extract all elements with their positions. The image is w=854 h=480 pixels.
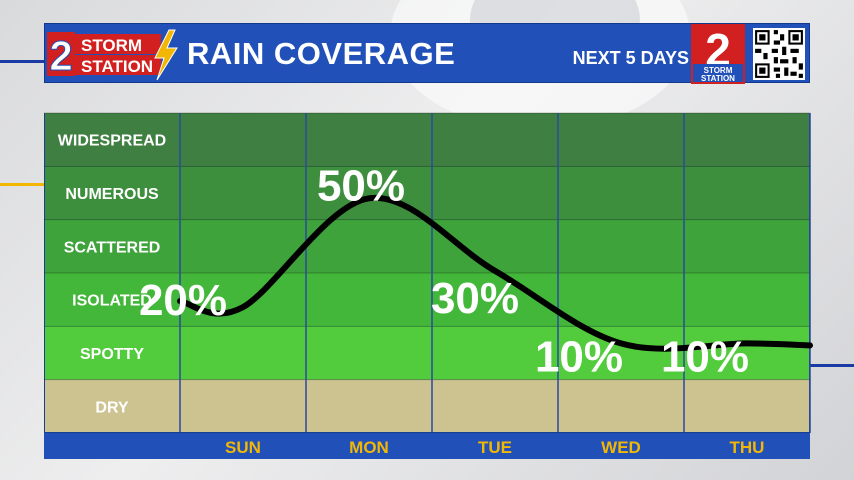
- qr-code-icon: [753, 28, 805, 80]
- page-title: RAIN COVERAGE: [187, 36, 456, 71]
- level-band-numerous: [45, 166, 809, 220]
- station-logo-storm: STORM: [704, 66, 733, 75]
- accent-line-right-mid: [810, 364, 854, 367]
- station-logo-station: STATION: [701, 74, 735, 83]
- level-band-isolated: [45, 273, 809, 327]
- data-label-sun: 20%: [139, 276, 227, 325]
- x-tick-label-sun: SUN: [225, 438, 261, 457]
- coverage-curve: [177, 194, 813, 352]
- logo-storm-text: STORM: [81, 36, 142, 55]
- level-band-dry: [45, 379, 809, 433]
- x-tick-label-tue: TUE: [478, 438, 512, 457]
- level-label-dry: DRY: [95, 399, 129, 416]
- header-bar: 2 STORM STATION RAIN COVERAGE NEXT 5 DAY…: [44, 23, 810, 84]
- level-label-numerous: NUMEROUS: [65, 186, 159, 203]
- x-axis-bar: [44, 433, 810, 459]
- storm-station-logo: 2 STORM STATION: [47, 29, 178, 81]
- level-label-isolated: ISOLATED: [72, 293, 152, 310]
- data-label-mon: 50%: [317, 161, 405, 210]
- data-label-wed: 10%: [535, 332, 623, 381]
- x-tick-label-thu: THU: [730, 438, 765, 457]
- accent-line-left-top: [0, 60, 44, 63]
- station-2-logo: 2 STORM STATION: [691, 24, 745, 84]
- level-band-scattered: [45, 219, 809, 273]
- level-band-spotty: [45, 326, 809, 380]
- x-tick-label-mon: MON: [349, 438, 389, 457]
- x-tick-label-wed: WED: [601, 438, 641, 457]
- logo-number: 2: [49, 32, 72, 79]
- data-label-thu: 10%: [661, 332, 749, 381]
- level-label-scattered: SCATTERED: [64, 239, 161, 256]
- accent-line-left-mid: [0, 183, 44, 186]
- level-label-spotty: SPOTTY: [80, 346, 144, 363]
- data-label-tue: 30%: [431, 274, 519, 323]
- level-label-widespread: WIDESPREAD: [58, 133, 166, 150]
- page-subtitle: NEXT 5 DAYS: [572, 48, 689, 68]
- level-band-widespread: [45, 113, 809, 167]
- logo-station-text: STATION: [81, 57, 153, 76]
- lightning-bolt-icon: [154, 29, 178, 81]
